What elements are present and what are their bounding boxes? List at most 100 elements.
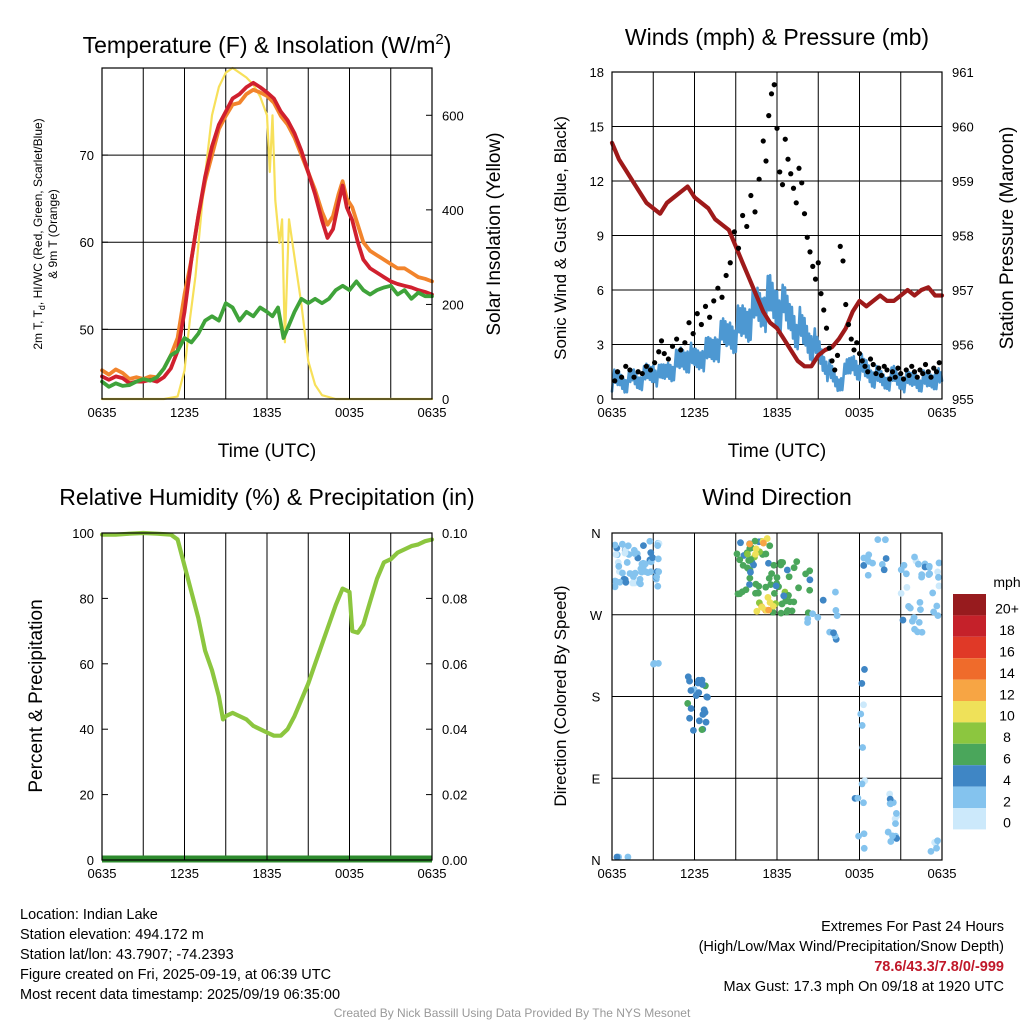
temp-y-axis-label: 2m T, Td, HI/WC (Red, Green, Scarlet/Blu… [31,118,47,349]
wind-y2-tick-label: 960 [952,120,974,135]
dir-point [933,844,940,852]
legend-swatch [953,786,986,808]
rh-y2-tick-label: 0.06 [442,657,467,672]
wind-y-tick-label: 9 [597,229,604,244]
rh-series [99,530,435,738]
dir-y-tick-label: W [590,608,603,623]
dir-title: Wind Direction [702,484,852,510]
gust-point [920,370,926,377]
legend-label: 4 [1003,772,1011,788]
gust-point [900,376,907,382]
legend-swatch [953,679,986,701]
gust-point [652,360,658,366]
dir-point [687,687,695,694]
dir-point [917,606,924,614]
wind-y-tick-label: 0 [597,392,604,407]
legend-swatch [953,594,986,616]
gust-point [843,301,849,308]
gust-point [936,360,942,366]
gust-point [682,340,688,346]
wind-series-blue [610,273,944,394]
dir-point [925,571,933,578]
gust-point [643,363,649,369]
dir-point [783,566,791,574]
dir-point [886,790,894,798]
legend-label: 8 [1003,729,1011,745]
wind-x-tick-label: 0035 [845,405,874,420]
legend-label: 0 [1003,815,1011,831]
gust-point [826,345,832,351]
gust-point [719,294,725,300]
dir-point [694,679,702,687]
dir-point [760,539,767,547]
dir-point [854,794,862,802]
dir-point [744,550,751,558]
gust-point [832,367,838,373]
dir-point [935,582,943,590]
gust-point [614,369,621,375]
extremes-title: Extremes For Past 24 Hours [821,919,1004,935]
dir-point [615,562,623,570]
dir-point [616,578,624,586]
dir-y-tick-label: N [591,853,600,868]
wind-title: Winds (mph) & Pressure (mb) [625,24,929,50]
temp-x-tick-label: 1835 [253,405,282,420]
gust-point [723,272,729,279]
dir-x-tick-label: 0635 [928,866,957,881]
dir-point [640,542,647,550]
dir-point [785,573,793,581]
temp-x-tick-label: 0035 [335,405,364,420]
gust-point [793,200,799,206]
gust-point [694,311,700,317]
legend-swatch [953,701,986,723]
extremes-block: Extremes For Past 24 Hours (High/Low/Max… [699,917,1004,997]
dir-point [892,810,900,817]
rh-y2-tick-label: 0.02 [442,788,467,803]
dir-point [650,660,658,667]
dir-point [762,550,770,558]
dir-point [855,832,862,840]
rh-vgrid [142,533,392,860]
gust-point [840,258,846,264]
gust-point [870,361,876,368]
dir-point [892,820,899,828]
gust-point [768,91,775,97]
gust-point [818,291,824,297]
gust-point [763,158,769,164]
legend-swatch [953,722,986,744]
dir-point [613,853,621,861]
legend-title: mph [993,574,1020,590]
rh-y-tick-label: 80 [80,591,94,606]
dir-point [783,608,791,616]
dir-point [695,689,703,697]
gust-point [665,356,671,362]
dir-point [766,542,774,550]
gust-point [925,369,931,375]
dir-y-tick-label: S [592,690,601,705]
dir-point [860,701,867,709]
dir-point [753,607,761,615]
gust-point [612,378,618,384]
dir-points [611,535,943,861]
dir-point [742,586,750,594]
dir-point [790,564,798,572]
dir-point [934,612,942,619]
gust-point [804,234,810,240]
gust-point [711,298,717,304]
dir-point [887,800,894,808]
wind-y2-tick-label: 961 [952,65,974,80]
dir-point [927,847,935,855]
wind-y2-tick-label: 957 [952,283,974,298]
dir-point [915,560,922,568]
dir-point [914,628,921,636]
gust-point [756,176,762,182]
dir-point [860,562,868,569]
temp-series-green [100,279,434,389]
gust-point [735,245,742,251]
legend-swatch [953,743,986,766]
temp-x-tick-label: 0635 [418,405,447,420]
elevation-text: Station elevation: 494.172 m [20,927,204,943]
dir-point [622,578,630,586]
dir-point [698,726,706,734]
legend-swatch [953,636,986,659]
